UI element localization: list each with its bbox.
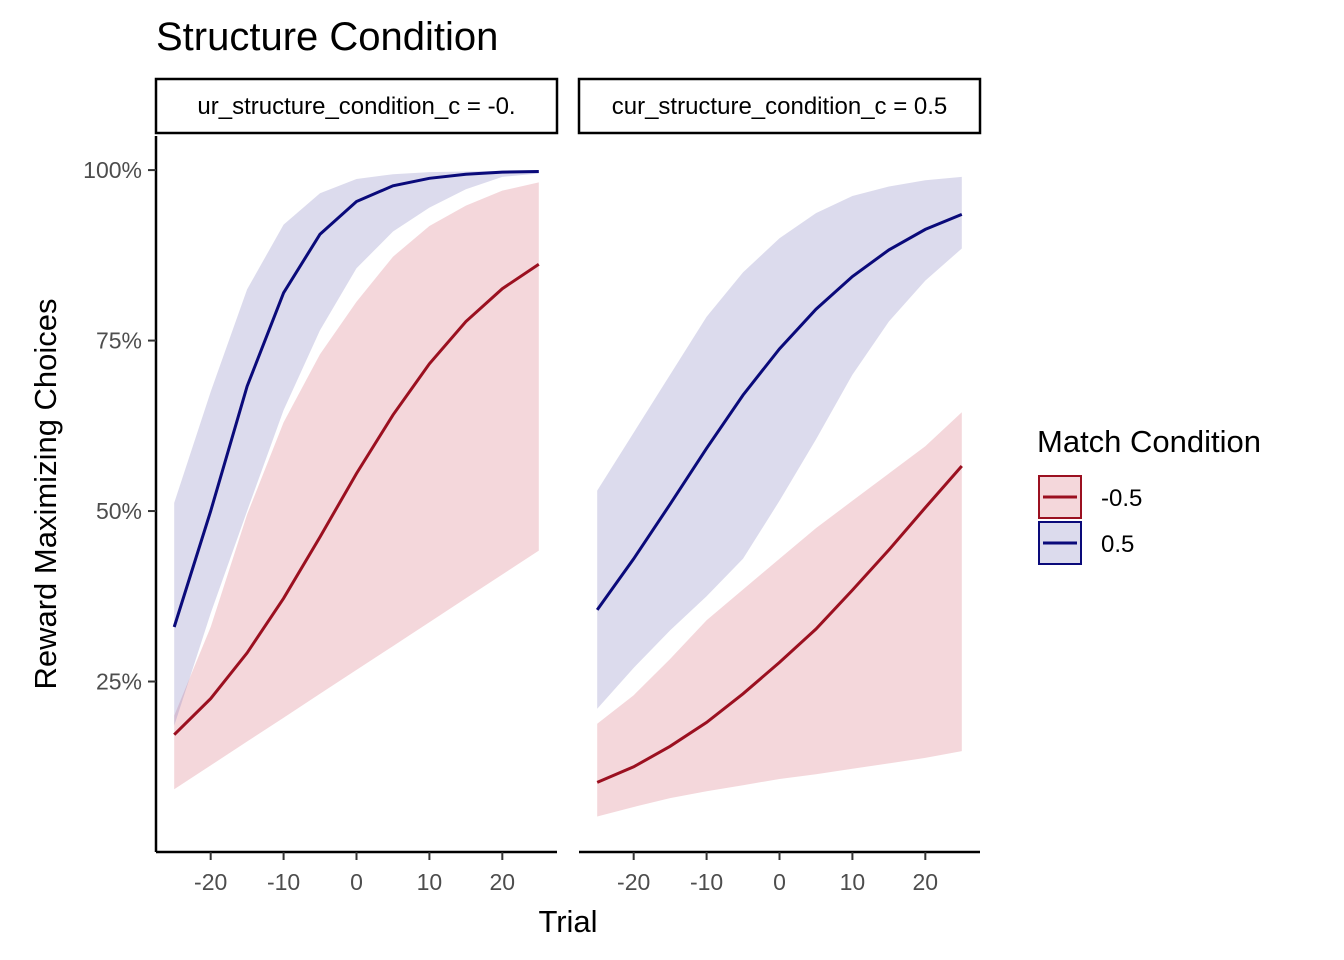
x-tick-label: 20 bbox=[913, 869, 939, 895]
series-line-neg bbox=[596, 465, 963, 784]
x-tick-label: -10 bbox=[690, 869, 723, 895]
x-tick-label: -10 bbox=[267, 869, 300, 895]
y-tick-label: 50% bbox=[96, 498, 142, 524]
ribbon-pos bbox=[174, 170, 539, 726]
strip-label: cur_structure_condition_c = 0.5 bbox=[612, 93, 948, 120]
legend-item: 0.5 bbox=[1038, 521, 1134, 565]
y-axis-title: Reward Maximizing Choices bbox=[28, 298, 63, 689]
ribbon-pos bbox=[597, 176, 962, 709]
x-tick-label: -20 bbox=[617, 869, 650, 895]
ribbon-neg bbox=[597, 412, 962, 817]
legend-label: 0.5 bbox=[1101, 531, 1134, 558]
strip-label: ur_structure_condition_c = -0. bbox=[197, 93, 515, 120]
x-tick-label: 0 bbox=[773, 869, 786, 895]
panels: ur_structure_condition_c = -0. -20 -10 0 10 2… bbox=[83, 77, 982, 895]
x-tick-label: 10 bbox=[417, 869, 443, 895]
legend-label: -0.5 bbox=[1101, 485, 1142, 512]
series-line-pos bbox=[172, 170, 539, 628]
strip-box bbox=[577, 77, 982, 135]
series-line-neg bbox=[173, 262, 540, 736]
legend-title: Match Condition bbox=[1037, 424, 1261, 459]
y-tick-label: 100% bbox=[83, 157, 142, 183]
strip-box bbox=[154, 77, 559, 135]
panel-1: ur_structure_condition_c = -0. -20 -10 0 10 2… bbox=[83, 77, 559, 895]
legend: Match Condition -0.5 0.5 bbox=[1037, 424, 1261, 565]
x-tick-label: 20 bbox=[490, 869, 516, 895]
x-tick-label: 10 bbox=[840, 869, 866, 895]
panel-2: cur_structure_condition_c = 0.5 -20 -10 0 10… bbox=[577, 77, 982, 895]
y-tick-label: 25% bbox=[96, 669, 142, 695]
ribbon-neg bbox=[174, 182, 539, 790]
legend-item: -0.5 bbox=[1038, 475, 1142, 519]
y-tick-label: 75% bbox=[96, 328, 142, 354]
chart-title: Structure Condition bbox=[156, 15, 498, 59]
x-tick-label: 0 bbox=[350, 869, 363, 895]
x-axis-title: Trial bbox=[538, 904, 597, 939]
x-tick-label: -20 bbox=[194, 869, 227, 895]
series-line-pos bbox=[595, 213, 963, 611]
